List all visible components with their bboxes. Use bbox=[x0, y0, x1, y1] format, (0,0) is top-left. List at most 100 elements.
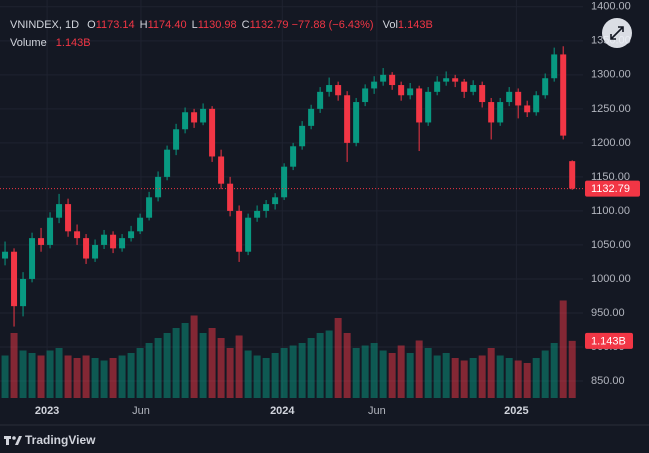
volume-bar bbox=[73, 358, 81, 398]
candle-body bbox=[533, 95, 540, 113]
candle-body bbox=[245, 217, 252, 252]
volume-bar bbox=[325, 330, 333, 398]
candle-body bbox=[164, 149, 171, 177]
volume-bar bbox=[181, 323, 189, 398]
x-tick-label: 2024 bbox=[270, 405, 295, 417]
candle-body bbox=[137, 217, 144, 232]
candle-body bbox=[497, 102, 504, 123]
volume-bar bbox=[289, 345, 297, 398]
candle-body bbox=[452, 78, 459, 82]
volume-bar bbox=[298, 343, 306, 398]
volume-bar bbox=[559, 300, 567, 398]
candle-body bbox=[11, 251, 18, 307]
volume-bar bbox=[154, 338, 162, 398]
y-tick-label: 1250.00 bbox=[591, 103, 631, 115]
candle-body bbox=[380, 74, 387, 82]
candle-body bbox=[47, 217, 54, 245]
candle-body bbox=[290, 146, 297, 167]
candle-body bbox=[83, 238, 90, 259]
volume-last-label: 1.143B bbox=[591, 335, 626, 347]
candle-body bbox=[119, 238, 126, 249]
volume-bar bbox=[46, 350, 54, 398]
volume-bar bbox=[217, 338, 225, 398]
volume-bar bbox=[487, 348, 495, 398]
candle-body bbox=[335, 85, 342, 96]
y-tick-label: 950.00 bbox=[591, 307, 625, 319]
candle-body bbox=[398, 85, 405, 96]
volume-last-box bbox=[585, 332, 633, 349]
volume-bar bbox=[532, 358, 540, 398]
vol-label: Vol bbox=[382, 19, 398, 31]
y-tick-label: 1050.00 bbox=[591, 239, 631, 251]
volume-bar bbox=[397, 345, 405, 398]
candle-body bbox=[362, 88, 369, 103]
volume-bar bbox=[460, 360, 468, 398]
candle-body bbox=[65, 204, 72, 232]
candle-body bbox=[461, 81, 468, 92]
candle-body bbox=[560, 54, 567, 136]
volume-bar bbox=[262, 358, 270, 398]
candle-body bbox=[479, 85, 486, 103]
volume-bar bbox=[505, 358, 513, 398]
candle-body bbox=[407, 88, 414, 96]
candle-body bbox=[209, 108, 216, 157]
grid bbox=[0, 0, 583, 398]
x-tick-label: Jun bbox=[368, 405, 386, 417]
volume-bar bbox=[451, 358, 459, 398]
x-tick-label: 2023 bbox=[35, 405, 59, 417]
y-tick-label: 1150.00 bbox=[591, 171, 630, 183]
volume-bar bbox=[523, 363, 531, 398]
candle-body bbox=[371, 81, 378, 89]
logo-shape bbox=[12, 436, 16, 440]
volume-bar bbox=[370, 343, 378, 398]
volume-bar bbox=[388, 353, 396, 398]
candle-body bbox=[326, 85, 333, 92]
volume-bar bbox=[361, 345, 369, 398]
vol-value: 1.143B bbox=[397, 19, 433, 31]
candle-body bbox=[218, 156, 225, 184]
y-tick-label: 1000.00 bbox=[591, 273, 631, 285]
candle-body bbox=[506, 91, 513, 103]
volume-bar bbox=[415, 340, 423, 398]
y-tick-label: 1100.00 bbox=[591, 205, 630, 217]
symbol: VNINDEX, 1D bbox=[10, 19, 80, 31]
legend-row: VNINDEX, 1D O1173.14 H1174.40 L1130.98 C113… bbox=[10, 16, 433, 34]
legend: VNINDEX, 1D O1173.14 H1174.40 L1130.98 C113… bbox=[10, 16, 433, 52]
candle-body bbox=[101, 234, 108, 245]
volume-bar bbox=[316, 333, 324, 398]
candle-body bbox=[272, 197, 279, 205]
candle-body bbox=[281, 166, 288, 198]
volume-bar bbox=[253, 355, 261, 398]
candle-body bbox=[191, 112, 198, 123]
candle-body bbox=[254, 210, 261, 218]
volume-bar bbox=[244, 350, 252, 398]
candle-body bbox=[569, 161, 576, 189]
candle-body bbox=[173, 129, 180, 150]
candle-body bbox=[443, 78, 450, 82]
field-label: C bbox=[241, 19, 250, 31]
candle-body bbox=[200, 108, 207, 123]
volume-bar bbox=[190, 315, 198, 398]
candle-body bbox=[353, 102, 360, 143]
candle-body bbox=[524, 105, 531, 113]
candle-body bbox=[263, 204, 270, 211]
last-price-box bbox=[585, 180, 640, 197]
candle-body bbox=[2, 251, 9, 259]
candle-body bbox=[155, 176, 162, 198]
volume-pane bbox=[1, 300, 576, 398]
volume-bar bbox=[541, 350, 549, 398]
volume-bar bbox=[1, 355, 9, 398]
fullscreen-button[interactable] bbox=[602, 18, 632, 48]
last-price-label: 1132.79 bbox=[591, 183, 630, 195]
volume-bar bbox=[343, 333, 351, 398]
volume-label: Volume bbox=[10, 37, 47, 49]
volume-bar bbox=[478, 355, 486, 398]
fullscreen-icon[interactable] bbox=[610, 26, 624, 40]
volume-bar bbox=[145, 343, 153, 398]
volume-bar bbox=[514, 360, 522, 398]
candle-body bbox=[146, 197, 153, 218]
brand-logo: TradingView bbox=[4, 433, 96, 447]
candle-body bbox=[542, 78, 549, 96]
x-tick-label: Jun bbox=[132, 405, 150, 417]
